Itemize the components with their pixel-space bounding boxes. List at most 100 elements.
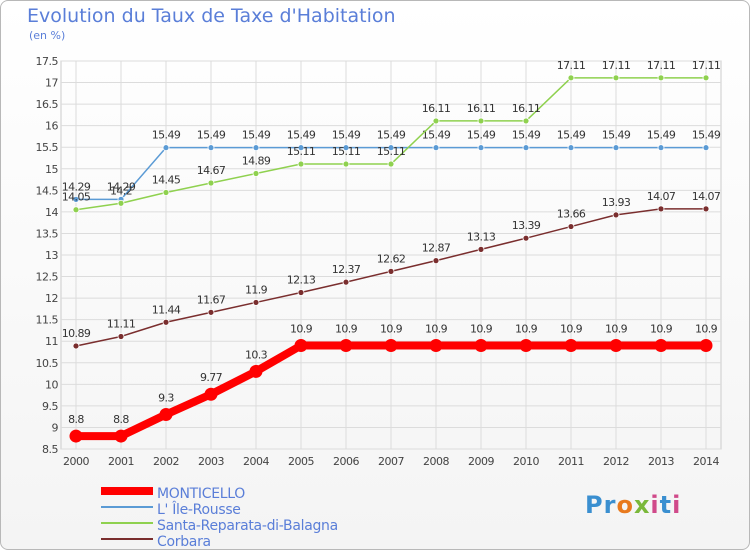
line-chart: 8.5 9 9.5 10 10.5 11 11.5 12 12.5 13 13.5 14 14.5 15 1…	[36, 55, 722, 468]
legend-swatch-santa-reparata	[101, 522, 153, 524]
data-label: 10.9	[425, 323, 448, 336]
x-tick-label: 2005	[288, 455, 314, 468]
x-tick-label: 2001	[108, 455, 134, 468]
y-tick-label: 11	[45, 335, 58, 348]
y-tick-label: 17.5	[36, 55, 59, 68]
data-label: 11.44	[152, 303, 181, 316]
y-tick-label: 9.5	[42, 400, 58, 413]
legend-item-ile-rousse: L' Île-Rousse	[101, 499, 338, 518]
data-label: 15.49	[152, 129, 181, 142]
legend-swatch-corbara	[101, 538, 153, 540]
data-point	[114, 429, 128, 443]
data-point	[297, 144, 305, 152]
y-tick-label: 16.5	[36, 98, 59, 111]
data-label: 15.49	[422, 129, 451, 142]
data-point	[162, 189, 170, 196]
data-point	[699, 339, 713, 353]
data-point	[387, 160, 395, 168]
data-label: 10.9	[650, 323, 673, 336]
data-point	[612, 211, 620, 219]
data-point	[477, 144, 485, 152]
data-point	[567, 144, 575, 152]
data-point	[207, 179, 215, 187]
data-label: 17.11	[557, 59, 586, 72]
grid-lines	[60, 60, 722, 450]
data-point	[702, 74, 710, 82]
data-point	[387, 144, 395, 152]
data-label: 12.87	[422, 242, 451, 255]
legend-swatch-monticello	[101, 487, 153, 495]
x-tick-label: 2006	[333, 455, 359, 468]
y-tick-label: 9	[52, 421, 59, 434]
data-point	[657, 144, 665, 152]
x-tick-label: 2011	[558, 455, 584, 468]
data-point	[657, 205, 665, 213]
data-point	[612, 74, 620, 82]
data-label: 10.3	[245, 348, 268, 361]
data-point	[252, 170, 260, 177]
x-tick-label: 2013	[648, 455, 674, 468]
chart-title: Evolution du Taux de Taxe d'Habitation	[27, 5, 396, 27]
data-label: 10.89	[62, 327, 91, 340]
data-label: 8.8	[68, 413, 84, 426]
x-tick-label: 2010	[513, 455, 539, 468]
data-label: 14.67	[197, 164, 226, 177]
y-tick-label: 12.5	[36, 271, 59, 284]
data-point	[72, 206, 80, 214]
data-point	[567, 223, 575, 230]
x-tick-label: 2009	[468, 455, 494, 468]
data-label: 15.11	[332, 145, 361, 158]
data-label: 15.49	[467, 129, 496, 142]
data-label: 15.11	[287, 145, 316, 158]
data-label: 13.13	[467, 230, 496, 243]
data-point	[567, 74, 575, 82]
x-tick-labels: 2000 2001 2002 2003 2004 2005 2006 2007 2008 2009…	[63, 455, 720, 468]
data-label: 10.9	[605, 323, 628, 336]
data-label: 9.3	[158, 392, 174, 405]
data-label: 13.39	[512, 219, 541, 232]
data-label: 10.9	[515, 323, 538, 336]
data-label: 11.67	[197, 293, 226, 306]
data-point	[522, 144, 530, 152]
series-monticello: 8.8 8.8 9.3 9.77 10.3 10.9 10.9 10.9 10.9 10.9 10.…	[68, 323, 718, 443]
y-tick-label: 11.5	[36, 314, 59, 327]
data-label: 15.49	[647, 129, 676, 142]
data-label: 17.11	[647, 59, 676, 72]
data-point	[522, 234, 530, 242]
unit-label: (en %)	[29, 29, 66, 42]
data-point	[249, 364, 263, 378]
legend-label: L' Île-Rousse	[157, 502, 241, 518]
data-point	[339, 339, 353, 353]
legend-item-monticello: MONTICELLO	[101, 483, 338, 502]
data-point	[252, 299, 260, 306]
data-label: 14.29	[62, 180, 91, 193]
y-tick-label: 17	[45, 77, 58, 90]
legend-item-corbara: Corbara	[101, 531, 338, 549]
data-label: 12.62	[377, 252, 406, 265]
data-label: 14.45	[152, 173, 181, 186]
data-point	[477, 245, 485, 253]
legend-item-santa-reparata: Santa-Reparata-di-Balagna	[101, 515, 338, 534]
x-tick-label: 2000	[63, 455, 89, 468]
data-label: 12.37	[332, 263, 361, 276]
data-label: 15.49	[332, 129, 361, 142]
data-point	[474, 339, 488, 353]
data-label: 10.9	[695, 323, 718, 336]
data-point	[72, 195, 80, 203]
data-label: 15.49	[692, 129, 721, 142]
data-point	[117, 333, 125, 340]
y-tick-label: 14.5	[36, 184, 59, 197]
data-label: 10.9	[380, 323, 403, 336]
y-tick-label: 10.5	[36, 357, 59, 370]
legend-swatch-ile-rousse	[101, 506, 153, 508]
x-tick-label: 2007	[378, 455, 404, 468]
series-l-le-rousse: 14.29 14.29 15.49 15.49 15.49 15.49 15.49 15.49…	[62, 129, 721, 203]
y-tick-label: 16	[45, 120, 58, 133]
y-tick-label: 13.5	[36, 227, 59, 240]
data-label: 12.13	[287, 274, 316, 287]
data-label: 14.29	[107, 180, 136, 193]
data-point	[297, 289, 305, 296]
data-point	[297, 160, 305, 168]
data-point	[657, 74, 665, 82]
data-label: 15.11	[377, 145, 406, 158]
